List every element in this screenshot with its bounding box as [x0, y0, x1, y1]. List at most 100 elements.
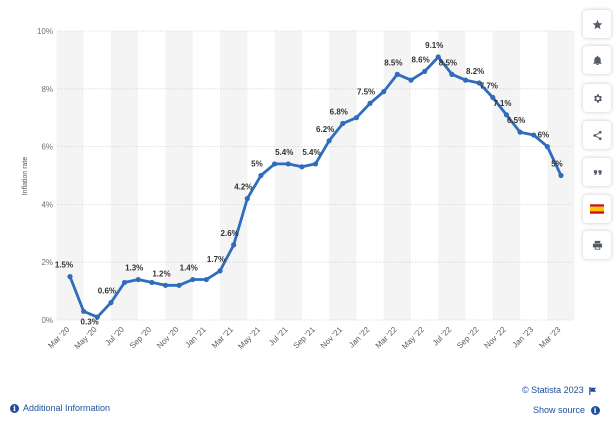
background-band — [329, 31, 357, 320]
x-tick-label: Sep '20 — [128, 325, 154, 351]
data-point[interactable] — [381, 89, 387, 95]
data-point[interactable] — [435, 54, 441, 60]
data-point[interactable] — [503, 112, 510, 118]
background-band — [274, 31, 302, 320]
settings-button[interactable] — [583, 84, 611, 112]
data-label: 7.5% — [357, 87, 375, 96]
share-button[interactable] — [583, 121, 611, 149]
data-point[interactable] — [340, 120, 346, 127]
data-point[interactable] — [258, 172, 264, 179]
data-label: 6.2% — [316, 125, 334, 134]
data-point[interactable] — [476, 80, 482, 86]
data-label: 6% — [538, 131, 550, 140]
data-point[interactable] — [108, 300, 114, 306]
x-tick-label: Jan '22 — [347, 325, 372, 350]
data-label: 1.3% — [125, 264, 143, 273]
y-tick-label: 4% — [41, 200, 53, 209]
x-tick-label: May '21 — [236, 325, 262, 351]
data-point[interactable] — [408, 77, 414, 83]
data-point[interactable] — [135, 276, 141, 283]
bell-icon — [592, 55, 602, 65]
data-point[interactable] — [162, 282, 169, 288]
data-point[interactable] — [271, 161, 278, 167]
data-label: 6.8% — [330, 107, 348, 116]
data-label: 4.2% — [234, 183, 252, 192]
data-point[interactable] — [449, 71, 455, 77]
data-point[interactable] — [81, 308, 87, 314]
background-band — [165, 31, 193, 320]
data-point[interactable] — [67, 274, 73, 280]
data-point[interactable] — [244, 196, 250, 202]
y-tick-label: 10% — [37, 27, 53, 36]
data-label: 1.2% — [152, 269, 170, 278]
data-label: 1.4% — [180, 264, 198, 273]
x-tick-label: Nov '21 — [319, 325, 345, 351]
data-label: 8.6% — [411, 55, 429, 64]
data-label: 8.5% — [384, 58, 402, 67]
x-tick-label: Mar '21 — [210, 325, 235, 350]
data-point[interactable] — [190, 276, 196, 283]
notification-button[interactable] — [583, 46, 611, 74]
data-point[interactable] — [353, 115, 360, 121]
data-label: 5.4% — [302, 148, 320, 157]
x-tick-label: Mar '22 — [374, 325, 399, 350]
data-point[interactable] — [285, 161, 291, 167]
data-label: 5.4% — [275, 148, 293, 157]
favorite-button[interactable] — [583, 10, 611, 38]
data-label: 1.7% — [207, 255, 225, 264]
share-icon — [592, 130, 602, 140]
data-point[interactable] — [299, 164, 305, 170]
background-band — [492, 31, 521, 320]
copyright-text: © Statista 2023 — [522, 385, 584, 395]
data-point[interactable] — [176, 282, 182, 288]
show-source-text: Show source — [533, 405, 586, 415]
data-point[interactable] — [462, 77, 469, 83]
data-point[interactable] — [531, 132, 537, 138]
language-button[interactable] — [583, 195, 611, 223]
data-label: 6.5% — [507, 116, 525, 125]
data-point[interactable] — [312, 161, 319, 167]
data-point[interactable] — [149, 279, 155, 286]
star-icon — [592, 19, 602, 29]
y-tick-label: 8% — [41, 85, 53, 94]
data-point[interactable] — [422, 68, 428, 75]
copyright-link[interactable]: © Statista 2023 — [522, 385, 597, 395]
data-label: 1.5% — [55, 261, 73, 270]
x-tick-label: Jul '21 — [267, 325, 290, 348]
data-point[interactable] — [326, 138, 332, 144]
additional-information-text: Additional Information — [23, 403, 111, 413]
data-point[interactable] — [203, 276, 209, 283]
show-source-link[interactable]: Show source i — [533, 405, 600, 416]
y-tick-label: 6% — [41, 143, 53, 152]
spain-flag-icon — [590, 204, 604, 214]
data-point[interactable] — [394, 71, 400, 77]
additional-information-link[interactable]: i Additional Information — [10, 403, 111, 414]
data-point[interactable] — [367, 100, 373, 106]
x-tick-label: Sep '22 — [455, 325, 481, 351]
x-tick-label: May '22 — [400, 325, 426, 351]
data-label: 5% — [251, 160, 263, 169]
data-label: 8.5% — [439, 58, 457, 67]
x-tick-label: Jul '20 — [103, 325, 126, 348]
x-tick-label: Jul '22 — [431, 325, 454, 348]
data-point[interactable] — [231, 242, 237, 248]
info-icon: i — [10, 404, 19, 414]
background-band — [110, 31, 139, 320]
data-point[interactable] — [490, 94, 496, 101]
x-tick-label: Jan '21 — [183, 325, 208, 350]
x-tick-label: Mar '20 — [46, 325, 71, 350]
x-tick-label: Jan '23 — [511, 325, 536, 350]
gear-icon — [593, 93, 602, 103]
data-point[interactable] — [517, 129, 523, 135]
print-button[interactable] — [583, 231, 611, 259]
data-point[interactable] — [544, 144, 550, 150]
cite-button[interactable] — [583, 158, 611, 186]
data-point[interactable] — [121, 279, 128, 286]
data-point[interactable] — [94, 314, 100, 320]
data-point[interactable] — [558, 172, 564, 179]
background-band — [56, 31, 84, 320]
y-axis-label: Inflation rate — [22, 157, 29, 196]
printer-icon — [592, 240, 602, 250]
data-point[interactable] — [217, 268, 223, 274]
x-tick-label: Mar '23 — [537, 325, 562, 350]
